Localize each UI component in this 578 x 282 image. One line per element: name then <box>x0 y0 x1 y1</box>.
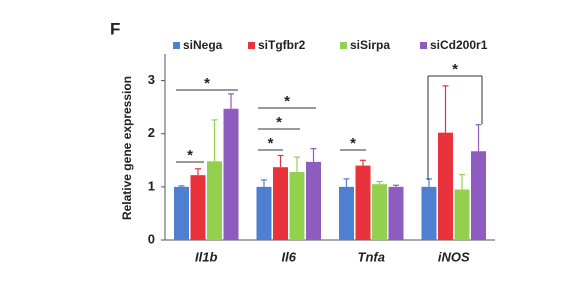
legend-label: siCd200r1 <box>430 38 488 52</box>
legend-label: siNega <box>183 38 223 52</box>
bar <box>388 186 404 240</box>
significance-star: * <box>452 61 458 78</box>
bar <box>273 167 288 240</box>
bar <box>306 161 321 240</box>
x-tick-label: Tnfa <box>358 249 385 264</box>
legend-label: siTgfbr2 <box>258 38 306 52</box>
legend-swatch <box>340 42 347 49</box>
bar <box>207 161 222 240</box>
bar <box>174 186 189 240</box>
bar <box>289 171 305 240</box>
legend-swatch <box>248 42 255 49</box>
significance-star: * <box>350 135 356 152</box>
y-tick-label: 0 <box>148 231 155 246</box>
bar <box>223 108 239 240</box>
bar <box>355 165 371 240</box>
significance-star: * <box>276 114 282 131</box>
bar <box>471 151 486 240</box>
bar <box>190 175 206 240</box>
y-axis-label: Relative gene expression <box>120 76 134 220</box>
significance-star: * <box>187 147 193 164</box>
panel-letter: F <box>110 19 120 38</box>
significance-star: * <box>284 93 290 110</box>
y-tick-label: 1 <box>148 178 155 193</box>
bar <box>339 186 354 240</box>
bar <box>438 132 453 240</box>
legend-swatch <box>173 42 180 49</box>
legend-swatch <box>420 42 427 49</box>
y-tick-label: 3 <box>148 72 155 87</box>
x-tick-label: Il1b <box>195 249 217 264</box>
bar <box>256 186 272 240</box>
x-tick-label: iNOS <box>438 249 470 264</box>
significance-star: * <box>268 135 274 152</box>
bar <box>454 189 470 240</box>
bar <box>421 186 437 240</box>
y-tick-label: 2 <box>148 125 155 140</box>
legend-label: siSirpa <box>350 38 390 52</box>
significance-star: * <box>204 75 210 92</box>
bar <box>372 184 387 240</box>
x-tick-label: Il6 <box>282 249 297 264</box>
